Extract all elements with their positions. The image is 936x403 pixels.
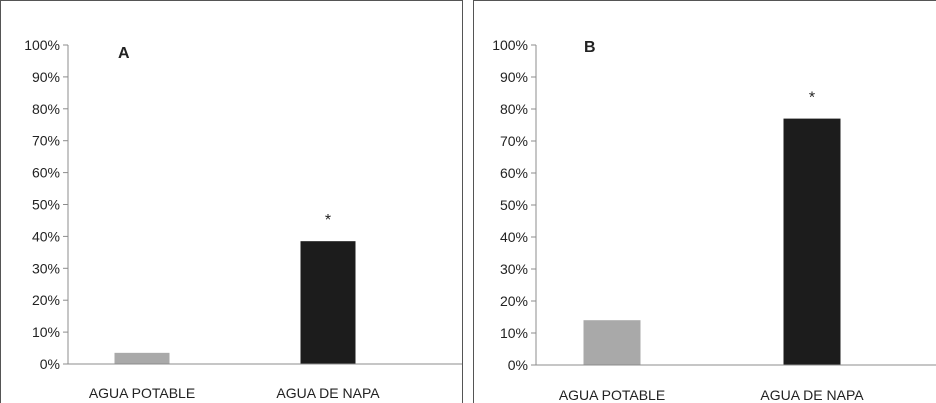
chart-panel-a: A 0% 10% 20% 30% 40% 50% 60% 70% 80% 90% 100% * AG… xyxy=(0,0,463,403)
y-tick-label: 60% xyxy=(32,165,60,181)
y-tick-label: 70% xyxy=(32,133,60,149)
y-tick-label: 50% xyxy=(32,197,60,213)
y-axis: 0% 10% 20% 30% 40% 50% 60% 70% 80% 90% 100% xyxy=(24,37,69,372)
bars xyxy=(114,241,356,364)
y-tick-label: 80% xyxy=(500,101,528,117)
y-tick-label: 40% xyxy=(32,228,60,244)
bars xyxy=(583,118,841,365)
y-tick-label: 30% xyxy=(32,260,60,276)
y-tick-label: 50% xyxy=(500,197,528,213)
x-axis-categories: AGUA POTABLE AGUA DE NAPA xyxy=(89,385,380,401)
y-tick-label: 0% xyxy=(508,357,528,373)
y-tick-label: 70% xyxy=(500,133,528,149)
x-category-label: AGUA POTABLE xyxy=(559,387,665,403)
y-tick-label: 0% xyxy=(40,356,60,372)
chart-panel-b: B 0% 10% 20% 30% 40% 50% 60% 70% 80% 90% 100% * AG… xyxy=(473,0,936,403)
significance-marker: * xyxy=(809,90,815,107)
y-tick-label: 20% xyxy=(32,292,60,308)
y-tick-label: 90% xyxy=(500,69,528,85)
x-category-label: AGUA DE NAPA xyxy=(760,387,864,403)
bar xyxy=(300,241,356,364)
bar xyxy=(114,352,170,364)
y-tick-label: 10% xyxy=(500,325,528,341)
bar xyxy=(783,118,841,365)
panel-frame xyxy=(473,0,936,403)
significance-markers: * xyxy=(325,212,331,229)
y-tick-label: 80% xyxy=(32,101,60,117)
y-tick-label: 10% xyxy=(32,324,60,340)
y-axis: 0% 10% 20% 30% 40% 50% 60% 70% 80% 90% 100% xyxy=(492,37,537,373)
y-tick-label: 100% xyxy=(24,37,60,53)
y-tick-label: 30% xyxy=(500,261,528,277)
significance-marker: * xyxy=(325,212,331,229)
x-axis-categories: AGUA POTABLE AGUA DE NAPA xyxy=(559,387,864,403)
panel-frame xyxy=(0,0,463,403)
x-category-label: AGUA POTABLE xyxy=(89,385,195,401)
y-tick-label: 60% xyxy=(500,165,528,181)
panel-label: B xyxy=(584,39,596,56)
y-tick-label: 90% xyxy=(32,69,60,85)
y-tick-label: 20% xyxy=(500,293,528,309)
x-category-label: AGUA DE NAPA xyxy=(276,385,380,401)
significance-markers: * xyxy=(809,90,815,107)
y-tick-label: 40% xyxy=(500,229,528,245)
bar xyxy=(583,320,641,365)
panel-label: A xyxy=(118,45,130,62)
y-tick-label: 100% xyxy=(492,37,528,53)
